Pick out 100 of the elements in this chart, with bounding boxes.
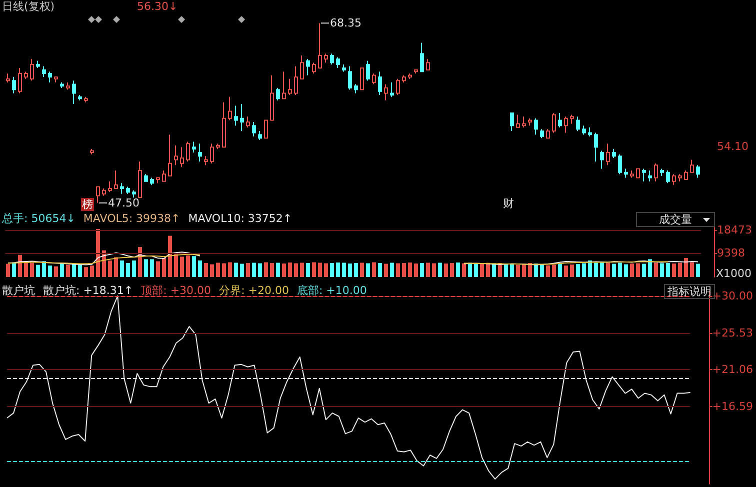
bar <box>192 256 196 277</box>
bar <box>276 262 280 277</box>
bar <box>678 262 682 277</box>
bar <box>66 264 70 277</box>
candlestick <box>318 22 322 69</box>
bar <box>504 264 508 277</box>
candlestick <box>36 60 40 69</box>
bar <box>246 263 250 277</box>
bar <box>132 260 136 277</box>
candlestick <box>540 128 544 139</box>
bar <box>240 264 244 277</box>
bar <box>216 262 220 277</box>
bar <box>582 263 586 277</box>
candlestick <box>294 66 298 96</box>
candlestick <box>636 168 640 178</box>
bar <box>144 259 148 277</box>
bar <box>552 264 556 277</box>
candlestick <box>240 104 244 132</box>
bar <box>378 263 382 277</box>
candlestick <box>372 72 376 85</box>
candlestick <box>174 144 178 166</box>
candlestick <box>252 121 256 137</box>
candlestick <box>156 177 160 184</box>
annotation: 指标说明 <box>668 285 712 298</box>
bar <box>180 256 184 277</box>
bar <box>354 263 358 277</box>
bar <box>510 264 514 277</box>
candlestick <box>12 76 16 94</box>
bar <box>444 264 448 277</box>
candlestick <box>306 58 310 76</box>
bar <box>462 263 466 277</box>
annotation: 47.50 <box>108 196 140 210</box>
y-tick-label: 18473 <box>717 224 752 237</box>
candlestick <box>552 112 556 134</box>
candlestick <box>522 116 526 128</box>
bar <box>666 263 670 277</box>
annotation: 财 <box>503 197 514 210</box>
candlestick <box>60 82 64 88</box>
bar <box>210 264 214 277</box>
candlestick <box>366 60 370 82</box>
candlestick <box>288 78 292 96</box>
candlestick <box>120 182 124 194</box>
bar <box>162 258 166 277</box>
candlestick <box>114 170 118 190</box>
y-tick-label: +25.53 <box>712 326 754 340</box>
bar <box>72 264 76 277</box>
bar <box>408 262 412 277</box>
candlestick <box>612 148 616 158</box>
bar <box>120 260 124 277</box>
bar <box>660 263 664 277</box>
candlestick <box>6 72 10 83</box>
bar <box>420 263 424 277</box>
bar <box>648 259 652 277</box>
candlestick <box>282 71 286 100</box>
candlestick <box>264 120 268 139</box>
bar <box>36 264 40 277</box>
y-tick-label: 9398 <box>717 246 745 260</box>
bar <box>696 264 700 277</box>
candlestick <box>408 72 412 80</box>
bar <box>78 264 82 277</box>
bar <box>264 262 268 277</box>
bar <box>330 263 334 277</box>
bar <box>324 263 328 277</box>
candlestick <box>402 74 406 83</box>
bar <box>288 262 292 277</box>
bar <box>366 263 370 277</box>
bar <box>252 262 256 277</box>
candlestick <box>222 102 226 148</box>
candlestick <box>276 87 280 101</box>
annotation: 散户坑 <box>2 284 35 297</box>
candlestick <box>90 148 94 155</box>
candlestick <box>330 53 334 65</box>
y-tick-label: +16.59 <box>712 400 754 414</box>
bar <box>624 264 628 277</box>
bar <box>540 264 544 277</box>
bar <box>90 266 94 277</box>
annotation: 成交量 <box>659 213 692 226</box>
bar <box>414 264 418 277</box>
bar <box>174 254 178 277</box>
bar <box>84 267 88 277</box>
y-tick-label: +30.00 <box>712 289 754 302</box>
text: 54.10 <box>717 140 748 153</box>
candlestick <box>342 64 346 72</box>
bar <box>642 264 646 277</box>
candlestick <box>570 114 574 124</box>
candlestick <box>258 130 262 140</box>
candlestick <box>588 126 592 137</box>
y-axis-title: X1000 <box>716 267 752 280</box>
candlestick <box>312 62 316 74</box>
candlestick <box>144 174 148 182</box>
annotation: 底部: +10.00 <box>296 284 367 297</box>
candlestick <box>672 174 676 186</box>
candlestick <box>78 94 82 101</box>
bar <box>222 263 226 277</box>
candlestick <box>48 71 52 83</box>
candlestick <box>186 141 190 162</box>
candlestick <box>600 150 604 170</box>
candlestick <box>42 66 46 78</box>
bar <box>396 263 400 277</box>
candlestick <box>582 125 586 136</box>
